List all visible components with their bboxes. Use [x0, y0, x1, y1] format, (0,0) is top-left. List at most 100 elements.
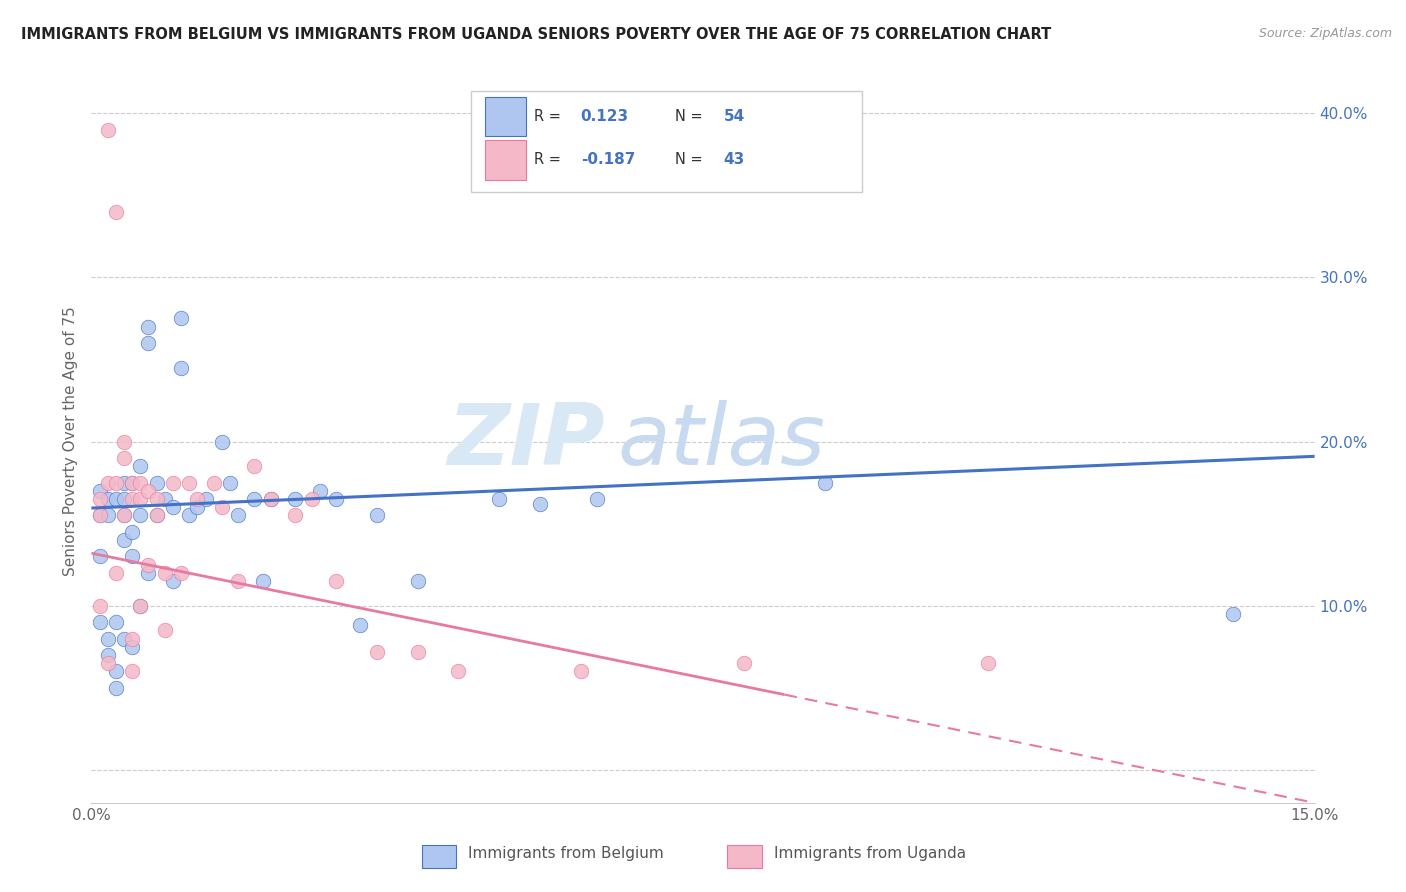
- Point: [97, 122, 120, 136]
- Point: [586, 491, 609, 506]
- Point: [145, 508, 167, 523]
- Text: Source: ZipAtlas.com: Source: ZipAtlas.com: [1258, 27, 1392, 40]
- Text: -0.187: -0.187: [581, 153, 636, 168]
- Point: [260, 491, 283, 506]
- Point: [112, 475, 135, 490]
- Point: [129, 599, 152, 613]
- Point: [89, 508, 111, 523]
- Point: [121, 640, 143, 654]
- Point: [733, 657, 755, 671]
- Point: [121, 475, 143, 490]
- Point: [406, 574, 429, 588]
- Point: [260, 491, 283, 506]
- Point: [97, 475, 120, 490]
- Point: [243, 491, 266, 506]
- Point: [112, 434, 135, 449]
- Point: [97, 648, 120, 662]
- Point: [226, 508, 249, 523]
- Point: [89, 599, 111, 613]
- Point: [112, 450, 135, 465]
- Point: [162, 500, 184, 515]
- Point: [153, 491, 176, 506]
- Point: [406, 645, 429, 659]
- Text: atlas: atlas: [617, 400, 825, 483]
- Point: [97, 491, 120, 506]
- Point: [121, 665, 143, 679]
- Point: [252, 574, 274, 588]
- Point: [145, 475, 167, 490]
- Point: [162, 574, 184, 588]
- Point: [145, 508, 167, 523]
- Point: [104, 566, 127, 580]
- Point: [97, 508, 120, 523]
- Point: [186, 491, 208, 506]
- Point: [447, 665, 470, 679]
- Point: [977, 657, 1000, 671]
- Point: [179, 508, 201, 523]
- Text: R =: R =: [534, 109, 565, 124]
- Point: [112, 508, 135, 523]
- Text: 43: 43: [724, 153, 745, 168]
- Point: [104, 681, 127, 695]
- Point: [366, 645, 388, 659]
- FancyBboxPatch shape: [471, 91, 862, 193]
- Point: [104, 475, 127, 490]
- Point: [112, 533, 135, 547]
- FancyBboxPatch shape: [422, 845, 456, 868]
- Point: [121, 524, 143, 539]
- Point: [89, 508, 111, 523]
- Text: Immigrants from Uganda: Immigrants from Uganda: [773, 846, 966, 861]
- Text: 0.123: 0.123: [581, 109, 628, 124]
- Point: [170, 360, 193, 375]
- Point: [325, 574, 347, 588]
- FancyBboxPatch shape: [485, 140, 526, 179]
- Point: [194, 491, 217, 506]
- Point: [186, 500, 208, 515]
- Point: [112, 632, 135, 646]
- Point: [89, 491, 111, 506]
- Point: [138, 566, 160, 580]
- Point: [129, 475, 152, 490]
- FancyBboxPatch shape: [727, 845, 762, 868]
- Point: [325, 491, 347, 506]
- Point: [488, 491, 510, 506]
- Point: [129, 459, 152, 474]
- Text: R =: R =: [534, 153, 565, 168]
- Point: [243, 459, 266, 474]
- Text: N =: N =: [675, 153, 707, 168]
- Point: [284, 491, 307, 506]
- Point: [153, 566, 176, 580]
- Point: [814, 475, 837, 490]
- Point: [145, 491, 167, 506]
- Text: N =: N =: [675, 109, 707, 124]
- Point: [138, 336, 160, 351]
- Point: [104, 204, 127, 219]
- Point: [121, 632, 143, 646]
- Point: [121, 491, 143, 506]
- Point: [202, 475, 225, 490]
- Point: [121, 549, 143, 564]
- Point: [529, 497, 551, 511]
- Point: [219, 475, 242, 490]
- Point: [138, 319, 160, 334]
- Point: [1222, 607, 1244, 621]
- Text: IMMIGRANTS FROM BELGIUM VS IMMIGRANTS FROM UGANDA SENIORS POVERTY OVER THE AGE O: IMMIGRANTS FROM BELGIUM VS IMMIGRANTS FR…: [21, 27, 1052, 42]
- FancyBboxPatch shape: [485, 96, 526, 136]
- Point: [162, 475, 184, 490]
- Point: [89, 615, 111, 630]
- Point: [308, 483, 330, 498]
- Point: [284, 508, 307, 523]
- Y-axis label: Seniors Poverty Over the Age of 75: Seniors Poverty Over the Age of 75: [62, 307, 77, 576]
- Point: [97, 657, 120, 671]
- Point: [112, 508, 135, 523]
- Point: [211, 500, 233, 515]
- Point: [104, 665, 127, 679]
- Text: Immigrants from Belgium: Immigrants from Belgium: [468, 846, 664, 861]
- Point: [153, 624, 176, 638]
- Point: [121, 475, 143, 490]
- Point: [301, 491, 323, 506]
- Point: [569, 665, 592, 679]
- Point: [112, 491, 135, 506]
- Point: [138, 558, 160, 572]
- Point: [179, 475, 201, 490]
